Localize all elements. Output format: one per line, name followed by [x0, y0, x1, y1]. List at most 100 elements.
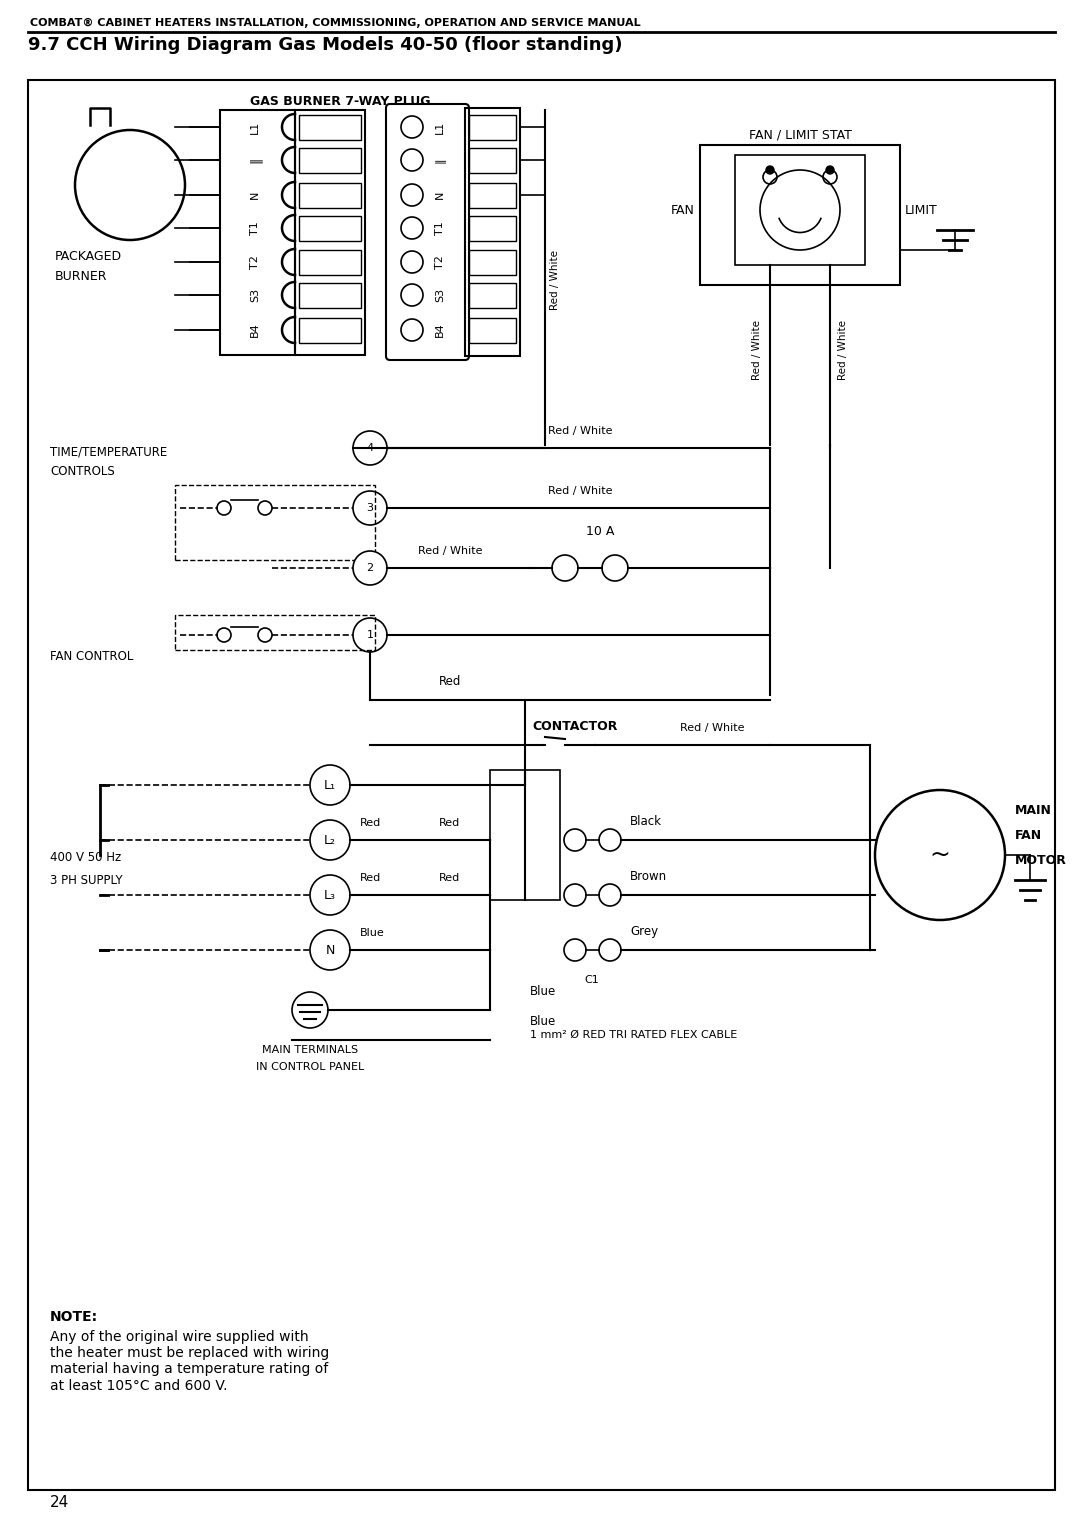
- Text: Blue: Blue: [360, 929, 384, 938]
- Text: LIMIT: LIMIT: [905, 203, 937, 217]
- Text: B4: B4: [249, 323, 260, 338]
- Text: 3: 3: [366, 503, 374, 513]
- Text: L₂: L₂: [324, 834, 336, 846]
- Text: FAN: FAN: [671, 203, 696, 217]
- Circle shape: [258, 500, 272, 516]
- Bar: [175, 615, 375, 650]
- Circle shape: [401, 116, 423, 138]
- Circle shape: [564, 884, 586, 906]
- Circle shape: [401, 217, 423, 239]
- Text: MOTOR: MOTOR: [1015, 854, 1067, 866]
- Circle shape: [353, 618, 387, 652]
- Circle shape: [353, 551, 387, 584]
- Bar: [299, 147, 361, 173]
- Bar: [469, 249, 516, 274]
- Text: IN CONTROL PANEL: IN CONTROL PANEL: [256, 1062, 364, 1073]
- Text: T2: T2: [435, 256, 445, 269]
- Text: FAN / LIMIT STAT: FAN / LIMIT STAT: [748, 129, 851, 141]
- Text: 2: 2: [366, 563, 374, 574]
- Bar: [299, 182, 361, 208]
- Text: T2: T2: [249, 256, 260, 269]
- Circle shape: [353, 491, 387, 525]
- Bar: [299, 115, 361, 139]
- Text: Red / White: Red / White: [838, 320, 848, 379]
- Text: MAIN TERMINALS: MAIN TERMINALS: [262, 1045, 359, 1056]
- Circle shape: [552, 555, 578, 581]
- Text: 1 mm² Ø RED TRI RATED FLEX CABLE: 1 mm² Ø RED TRI RATED FLEX CABLE: [530, 1030, 738, 1040]
- Text: Red: Red: [360, 819, 381, 828]
- Text: PACKAGED: PACKAGED: [55, 249, 122, 263]
- Text: Any of the original wire supplied with
the heater must be replaced with wiring
m: Any of the original wire supplied with t…: [50, 1330, 329, 1392]
- Text: 3 PH SUPPLY: 3 PH SUPPLY: [50, 874, 123, 886]
- Text: FAN: FAN: [1015, 829, 1042, 842]
- Bar: [90, 106, 110, 125]
- Text: L1: L1: [249, 121, 260, 133]
- Text: 10 A: 10 A: [585, 525, 615, 539]
- Circle shape: [310, 820, 350, 860]
- Text: Red: Red: [360, 874, 381, 883]
- Text: 24: 24: [50, 1495, 69, 1510]
- Text: S3: S3: [435, 288, 445, 301]
- Circle shape: [310, 875, 350, 915]
- Text: MAIN: MAIN: [1015, 803, 1052, 817]
- Circle shape: [401, 318, 423, 341]
- Text: Blue: Blue: [530, 1014, 556, 1028]
- Text: Red / White: Red / White: [548, 487, 612, 496]
- Text: FAN CONTROL: FAN CONTROL: [50, 650, 133, 662]
- Text: Red / White: Red / White: [548, 425, 612, 436]
- Text: S3: S3: [249, 288, 260, 301]
- Bar: [469, 147, 516, 173]
- Circle shape: [766, 165, 774, 174]
- Bar: [735, 155, 865, 265]
- Text: COMBAT® CABINET HEATERS INSTALLATION, COMMISSIONING, OPERATION AND SERVICE MANUA: COMBAT® CABINET HEATERS INSTALLATION, CO…: [30, 18, 640, 28]
- Text: 1: 1: [366, 630, 374, 640]
- Text: TIME/TEMPERATURE: TIME/TEMPERATURE: [50, 445, 167, 457]
- Text: B4: B4: [435, 323, 445, 338]
- Text: T1: T1: [249, 222, 260, 236]
- Circle shape: [401, 285, 423, 306]
- Text: N: N: [325, 944, 335, 956]
- Bar: [469, 216, 516, 240]
- Bar: [469, 283, 516, 308]
- Text: ∥: ∥: [248, 158, 261, 164]
- Text: CONTROLS: CONTROLS: [50, 465, 114, 477]
- Bar: [465, 109, 519, 356]
- Text: 4: 4: [366, 444, 374, 453]
- Circle shape: [310, 765, 350, 805]
- Text: N: N: [249, 191, 260, 199]
- Bar: [299, 318, 361, 343]
- Bar: [295, 110, 365, 355]
- Text: Red: Red: [438, 675, 461, 688]
- Text: BURNER: BURNER: [55, 269, 108, 283]
- Text: GAS BURNER 7-WAY PLUG: GAS BURNER 7-WAY PLUG: [249, 95, 430, 109]
- Circle shape: [401, 251, 423, 272]
- Circle shape: [258, 627, 272, 643]
- Bar: [490, 770, 561, 900]
- Text: Red / White: Red / White: [418, 546, 483, 555]
- Bar: [175, 485, 375, 560]
- Bar: [299, 216, 361, 240]
- Bar: [700, 145, 900, 285]
- Text: CONTACTOR: CONTACTOR: [532, 721, 618, 733]
- Circle shape: [826, 165, 834, 174]
- Text: Red: Red: [438, 819, 460, 828]
- Bar: [299, 283, 361, 308]
- Text: ~: ~: [930, 843, 950, 868]
- Circle shape: [217, 627, 231, 643]
- Circle shape: [564, 939, 586, 961]
- Circle shape: [564, 829, 586, 851]
- Circle shape: [599, 884, 621, 906]
- Text: Black: Black: [630, 815, 662, 828]
- Text: NOTE:: NOTE:: [50, 1310, 98, 1323]
- Text: Red / White: Red / White: [680, 724, 744, 733]
- Text: T1: T1: [435, 222, 445, 236]
- Circle shape: [599, 829, 621, 851]
- Bar: [469, 115, 516, 139]
- Text: N: N: [435, 191, 445, 199]
- Text: 9.7 CCH Wiring Diagram Gas Models 40-50 (floor standing): 9.7 CCH Wiring Diagram Gas Models 40-50 …: [28, 37, 622, 54]
- Circle shape: [310, 930, 350, 970]
- Text: Red: Red: [438, 874, 460, 883]
- Circle shape: [602, 555, 627, 581]
- Text: Brown: Brown: [630, 871, 667, 883]
- Text: L₃: L₃: [324, 889, 336, 901]
